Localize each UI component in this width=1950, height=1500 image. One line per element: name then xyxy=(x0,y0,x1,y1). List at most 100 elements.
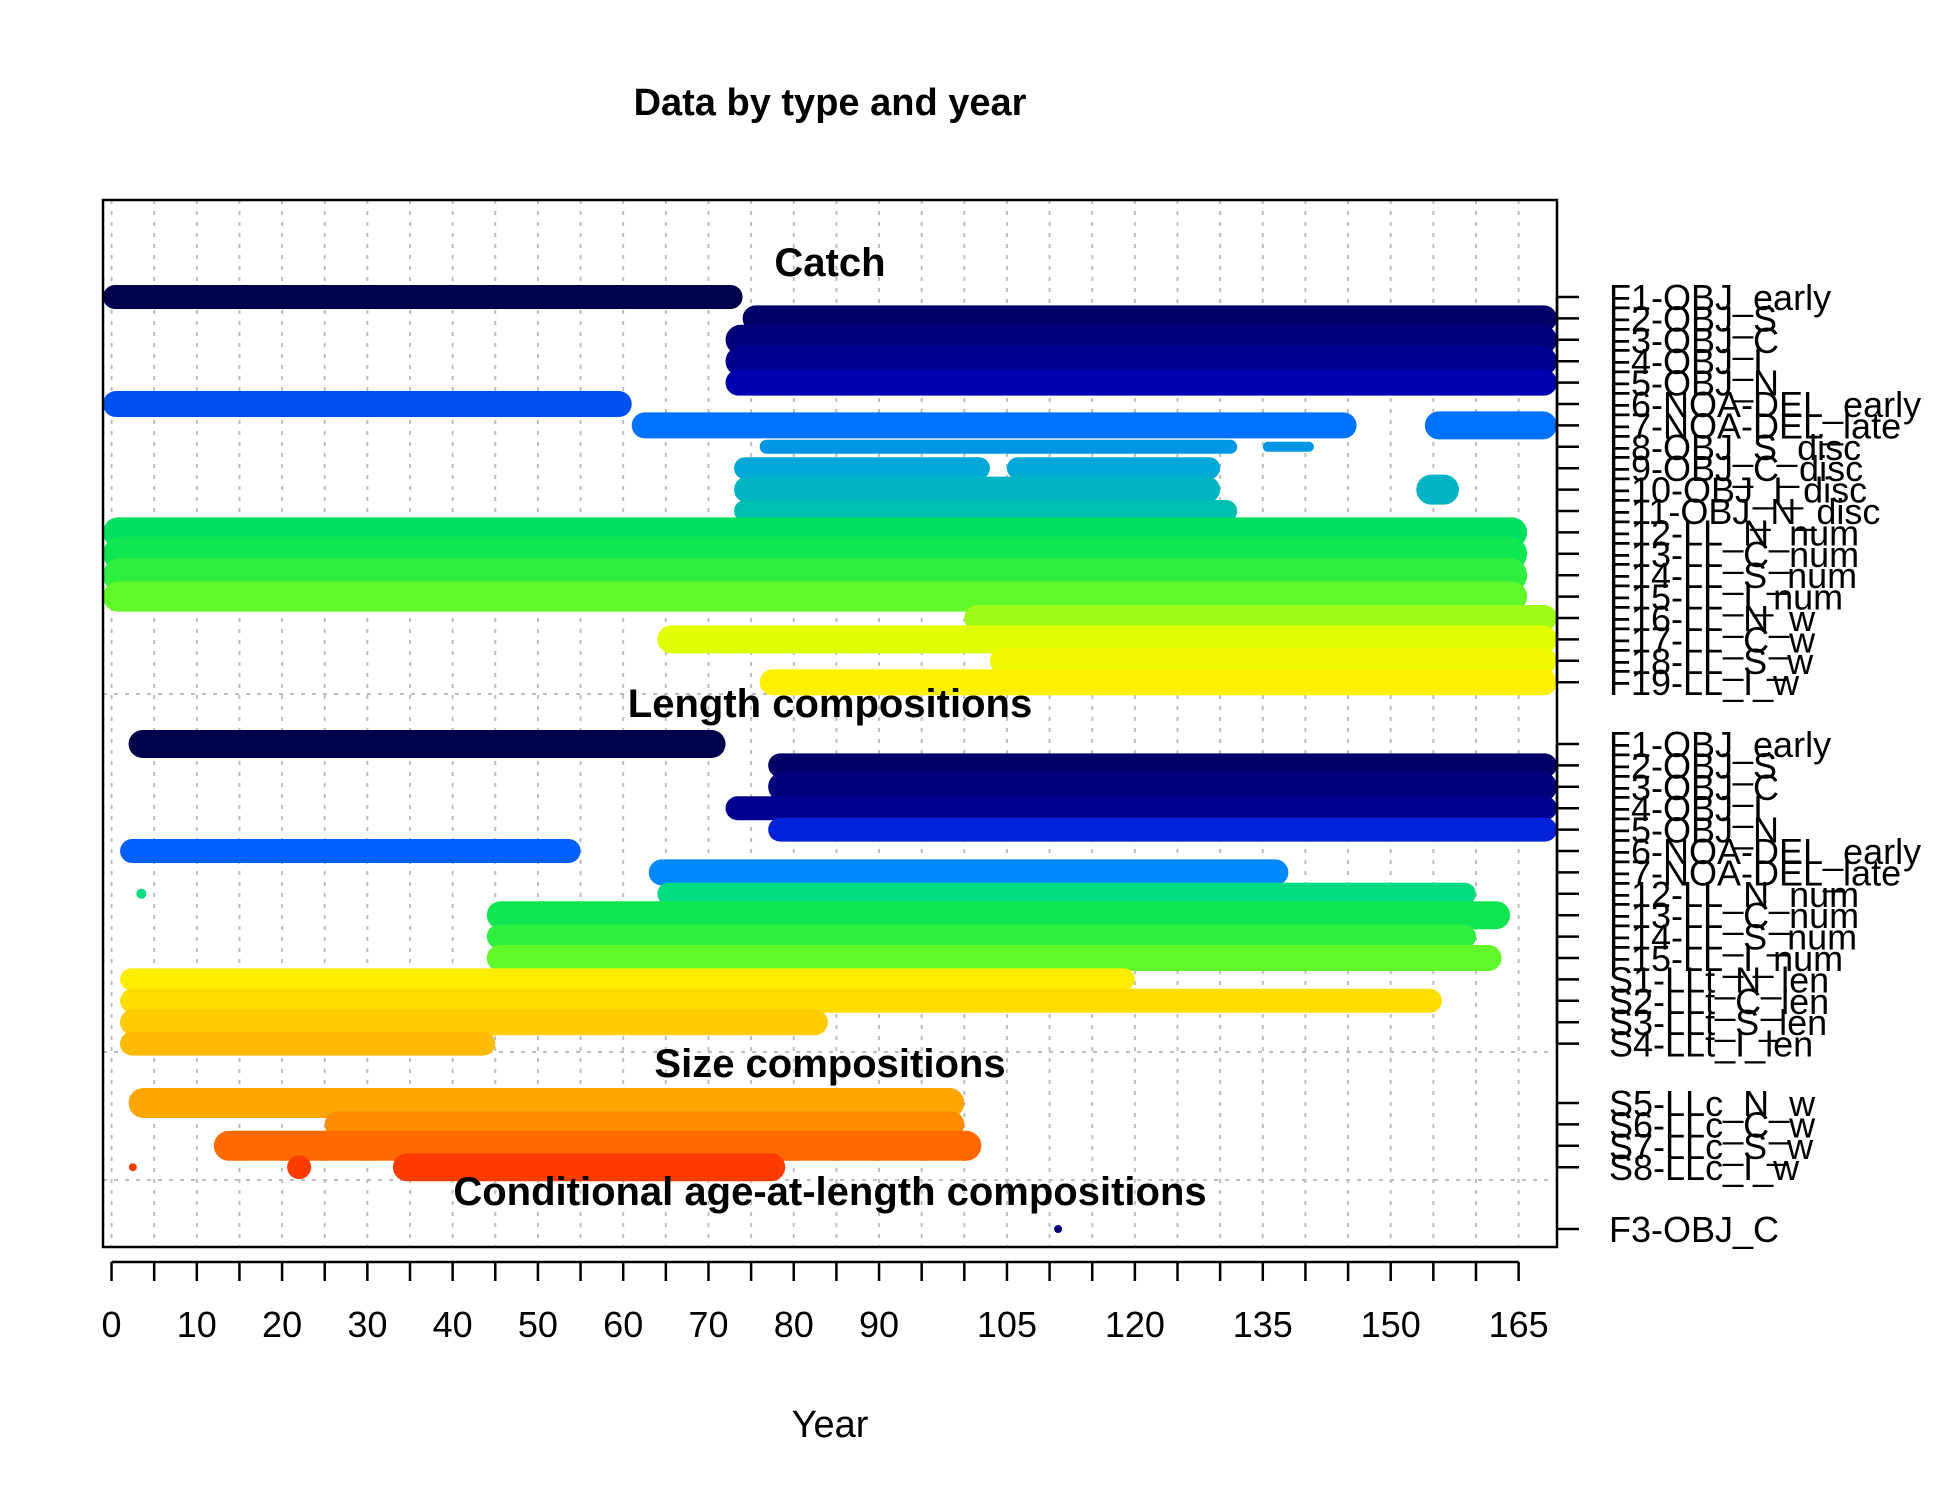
x-tick-label: 150 xyxy=(1361,1304,1421,1345)
section-title: Size compositions xyxy=(654,1042,1005,1086)
data-point xyxy=(287,1155,312,1180)
data-band xyxy=(734,457,990,480)
section-title: Length compositions xyxy=(628,682,1032,726)
data-band xyxy=(631,412,1357,439)
section-title: Conditional age-at-length compositions xyxy=(453,1170,1206,1214)
data-band xyxy=(128,730,726,758)
data-band xyxy=(725,346,1557,377)
fleet-label: F11-OBJ_N_disc xyxy=(1609,491,1880,532)
x-tick-label: 0 xyxy=(102,1304,122,1345)
fleet-label: F14-LL_S_num xyxy=(1609,917,1857,958)
data-band xyxy=(486,945,1502,971)
data-band xyxy=(725,796,1557,821)
data-band xyxy=(120,1009,828,1036)
data-band xyxy=(1262,441,1314,452)
x-tick-label: 105 xyxy=(977,1304,1037,1345)
data-band xyxy=(120,839,581,863)
data-band xyxy=(759,669,1557,696)
fleet-label: F1-OBJ_early xyxy=(1609,724,1831,765)
data-band xyxy=(964,605,1557,631)
fleet-label: F13-LL_C_num xyxy=(1609,895,1859,936)
data-band xyxy=(768,771,1557,802)
x-tick-label: 135 xyxy=(1233,1304,1293,1345)
fleet-label: F1-OBJ_early xyxy=(1609,277,1831,318)
fleet-label: F7-NOA-DEL_late xyxy=(1609,852,1901,893)
data-band xyxy=(734,476,1221,503)
data-point xyxy=(136,888,147,899)
data-band xyxy=(120,1031,496,1056)
fleet-label: S8-LLc_I_w xyxy=(1609,1147,1800,1188)
x-axis-title: Year xyxy=(792,1404,869,1446)
data-point xyxy=(1054,1225,1063,1233)
data-band xyxy=(103,391,632,417)
fleet-label: F9-OBJ_C_disc xyxy=(1609,448,1863,489)
fleet-label: F8-OBJ_S_disc xyxy=(1609,427,1861,468)
fleet-label: S3-LLt_S_len xyxy=(1609,1002,1827,1043)
fleet-label: F18-LL_S_w xyxy=(1609,641,1814,682)
x-tick-label: 80 xyxy=(774,1304,814,1345)
fleet-label: F19-LL_I_w xyxy=(1609,662,1800,703)
fleet-label: F5-OBJ_N xyxy=(1609,810,1779,851)
x-tick-label: 20 xyxy=(262,1304,302,1345)
data-band xyxy=(103,285,743,309)
data-band xyxy=(648,859,1289,886)
fleet-label: F6-NOA-DEL_early xyxy=(1609,384,1921,425)
x-tick-label: 50 xyxy=(518,1304,558,1345)
fleet-label: S2-LLt_C_len xyxy=(1609,981,1829,1022)
data-band xyxy=(120,968,1135,991)
fleet-label: F2-OBJ_S xyxy=(1609,298,1777,339)
data-band xyxy=(103,581,1528,612)
data-band xyxy=(486,924,1476,949)
fleet-label: S5-LLc_N_w xyxy=(1609,1083,1816,1124)
fleet-label: F13-LL_C_num xyxy=(1609,534,1859,575)
x-tick-label: 60 xyxy=(603,1304,643,1345)
data-band xyxy=(392,1153,786,1182)
fleet-label: S4-LLt_I_len xyxy=(1609,1024,1813,1065)
data-band xyxy=(989,647,1557,674)
data-band xyxy=(734,500,1238,522)
data-marks xyxy=(103,285,1557,1233)
data-band xyxy=(128,1088,965,1118)
fleet-label: F3-OBJ_C xyxy=(1609,767,1779,808)
fleet-label: S6-LLc_C_w xyxy=(1609,1104,1816,1145)
data-band xyxy=(120,988,1442,1013)
fleet-label: S7-LLc_S_w xyxy=(1609,1126,1814,1167)
x-tick-label: 90 xyxy=(859,1304,899,1345)
data-point xyxy=(128,1163,137,1172)
fleet-label: F17-LL_C_w xyxy=(1609,619,1816,660)
data-band xyxy=(1416,474,1459,505)
fleet-label: F15-LL_I_num xyxy=(1609,577,1843,618)
data-band xyxy=(1424,411,1557,440)
fleet-label: F14-LL_S_num xyxy=(1609,555,1857,596)
fleet-label: F4-OBJ_I xyxy=(1609,341,1763,382)
data-band xyxy=(768,817,1557,842)
fleet-label: F6-NOA-DEL_early xyxy=(1609,831,1921,872)
x-tick-label: 120 xyxy=(1105,1304,1165,1345)
data-band xyxy=(768,753,1557,778)
data-band xyxy=(486,901,1511,930)
x-tick-label: 40 xyxy=(433,1304,473,1345)
fleet-label: S1-LLt_N_len xyxy=(1609,959,1829,1000)
fleet-label: F12-LL_N_num xyxy=(1609,874,1859,915)
fleet-label: F10-OBJ_I_disc xyxy=(1609,470,1867,511)
fleet-label: F15-LL_I_num xyxy=(1609,938,1843,979)
fleet-label: F3-OBJ_C xyxy=(1609,320,1779,361)
data-band xyxy=(657,882,1476,905)
plot-title: Data by type and year xyxy=(634,82,1027,124)
fleet-label: F2-OBJ_S xyxy=(1609,745,1777,786)
x-axis: 0 10 20 30 40 50 60 70 80 90 105 120 135 150 165 xyxy=(102,1260,1549,1345)
data-band xyxy=(1006,457,1221,480)
data-band xyxy=(657,625,1557,654)
section-title: Catch xyxy=(774,241,885,285)
fleet-label: F7-NOA-DEL_late xyxy=(1609,405,1901,446)
data-band xyxy=(725,369,1557,396)
data-band xyxy=(759,439,1238,454)
right-axis-fleet-labels: F1-OBJ_earlyF2-OBJ_SF3-OBJ_CF4-OBJ_IF5-O… xyxy=(1555,277,1921,1250)
fleet-label: F3-OBJ_C xyxy=(1609,1209,1779,1250)
fleet-label: F4-OBJ_I xyxy=(1609,788,1763,829)
fleet-label: F5-OBJ_N xyxy=(1609,363,1779,404)
fleet-label: F16-LL_N_w xyxy=(1609,598,1816,639)
fleet-label: F12-LL_N_num xyxy=(1609,512,1859,553)
section-titles: Catch Length compositions Size composition… xyxy=(453,241,1206,1214)
